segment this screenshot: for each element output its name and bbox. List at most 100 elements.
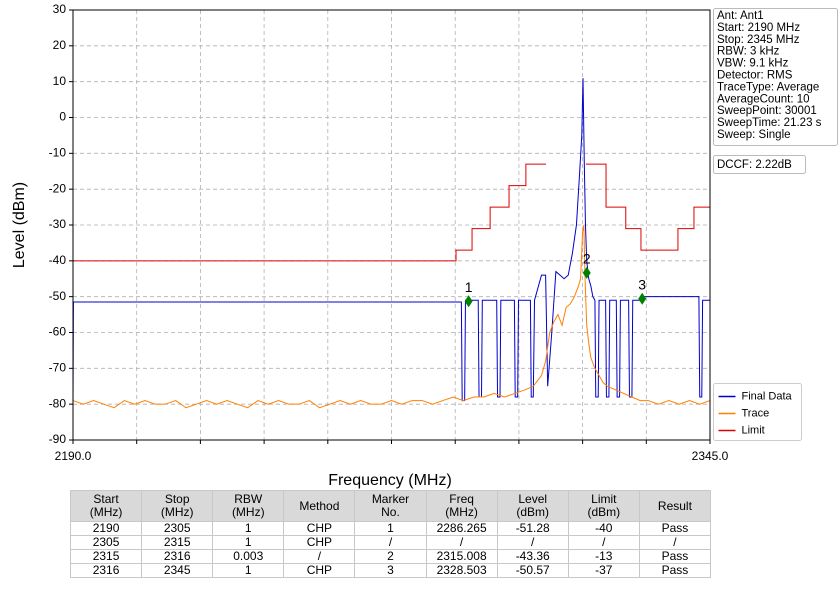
x-axis-label: Frequency (MHz)	[328, 472, 452, 489]
table-cell: -40	[567, 521, 640, 536]
y-tick-label: -70	[49, 361, 67, 375]
table-cell: CHP	[283, 535, 356, 550]
table-cell: -51.28	[496, 521, 569, 536]
chart: Frequency (MHz) Level (dBm) -90 -80 -70 -60…	[11, 2, 838, 489]
info-line: Stop: 2345 MHz	[717, 34, 800, 46]
table-cell: 2	[354, 549, 427, 564]
header-cell: Level (dBm)	[496, 490, 569, 522]
dccf-text: DCCF: 2.22dB	[717, 159, 792, 171]
info-line: AverageCount: 10	[717, 93, 810, 105]
table-cell: 2315	[141, 535, 214, 550]
header-text: RBW	[234, 492, 263, 506]
header-text: (MHz)	[160, 505, 194, 519]
table-cell: -50.57	[496, 563, 569, 578]
table-cell: 1	[212, 521, 285, 536]
header-text: (dBm)	[587, 505, 621, 519]
header-text: Start	[93, 492, 119, 506]
table-cell: -37	[567, 563, 640, 578]
header-text: Method	[299, 498, 340, 513]
info-line: Sweep: Single	[717, 129, 791, 141]
header-text: (MHz)	[231, 505, 265, 519]
table-cell: 0.003	[212, 549, 285, 564]
y-tick-label: 20	[53, 38, 67, 52]
table-cell: Pass	[638, 563, 712, 578]
header-row: Start (MHz) Stop (MHz) RBW (MHz) Method Marker N…	[69, 490, 712, 522]
y-tick-label: -90	[49, 432, 67, 446]
series-line	[585, 163, 710, 251]
header-text: No.	[381, 505, 400, 519]
table-cell: 2328.503	[425, 563, 498, 578]
table-row: 2316 2345 1 CHP 3 2328.503 -50.57 -37 Pass	[69, 563, 712, 578]
table-cell: /	[425, 535, 498, 550]
info-line: TraceType: Average	[717, 81, 819, 93]
marker	[582, 266, 591, 279]
table-cell: 2286.265	[425, 521, 498, 536]
dccf-box	[713, 155, 806, 174]
table-cell: 2315	[69, 549, 143, 564]
marker-label: 1	[465, 279, 473, 295]
header-text: Level	[518, 492, 548, 506]
table-cell: /	[354, 535, 427, 550]
header-cell: RBW (MHz)	[212, 490, 285, 522]
header-cell: Freq (MHz)	[425, 490, 498, 522]
header-text: Limit	[591, 492, 617, 506]
header-text: (MHz)	[89, 505, 123, 519]
y-tick-label: -60	[49, 325, 67, 339]
header-text: Marker	[371, 492, 410, 506]
series-line	[72, 78, 710, 405]
table-row: 2305 2315 1 CHP / / / / /	[69, 535, 712, 550]
header-text: (MHz)	[445, 505, 478, 519]
table-cell: 2190	[69, 521, 143, 536]
header-text: (dBm)	[516, 505, 550, 519]
table-cell: -43.36	[496, 549, 569, 564]
legend-label: Limit	[742, 424, 765, 436]
header-cell: Stop (MHz)	[141, 490, 214, 522]
y-tick-label: 10	[53, 74, 67, 88]
info-line: Detector: RMS	[717, 70, 793, 82]
table-cell: CHP	[283, 521, 356, 536]
header-cell: Marker No.	[354, 490, 427, 522]
table-cell: 2305	[69, 535, 143, 550]
table-cell: -13	[567, 549, 640, 564]
table-cell: /	[567, 535, 640, 550]
y-tick-label: -50	[49, 289, 67, 303]
series-line	[73, 163, 547, 262]
y-tick-label: 30	[53, 2, 67, 16]
table-cell: 1	[212, 563, 285, 578]
table-cell: /	[496, 535, 569, 550]
table-cell: Pass	[638, 549, 712, 564]
table-cell: Pass	[638, 521, 712, 536]
table-cell: 2345	[141, 563, 214, 578]
legend-label: Trace	[742, 407, 770, 419]
result-table: Start (MHz) Stop (MHz) RBW (MHz) Method Marker N…	[69, 490, 712, 578]
table-cell: CHP	[283, 563, 356, 578]
y-tick-label: 0	[59, 110, 66, 124]
header-text: Freq	[449, 492, 474, 506]
x-tick-label: 2345.0	[692, 449, 729, 463]
y-axis-label: Level (dBm)	[11, 182, 28, 268]
table-cell: 1	[354, 521, 427, 536]
info-line: SweepTime: 21.23 s	[717, 117, 822, 129]
legend-label: Final Data	[742, 390, 793, 402]
info-line: Ant: Ant1	[717, 10, 764, 22]
header-cell: Start (MHz)	[69, 490, 143, 522]
marker	[638, 292, 647, 305]
header-cell: Result	[638, 490, 712, 522]
info-line: VBW: 9.1 kHz	[717, 58, 789, 70]
table-cell: /	[283, 549, 356, 564]
table-row: 2190 2305 1 CHP 1 2286.265 -51.28 -40 Pass	[69, 521, 712, 536]
plot-frame	[72, 9, 711, 441]
x-tick-label: 2190.0	[55, 449, 92, 463]
header-cell: Method	[283, 490, 356, 522]
legend-box	[713, 383, 802, 441]
info-line: Start: 2190 MHz	[717, 22, 800, 34]
table-cell: /	[638, 535, 712, 550]
table-cell: 2305	[141, 521, 214, 536]
header-cell: Limit (dBm)	[567, 490, 640, 522]
table-cell: 3	[354, 563, 427, 578]
table-cell: 2316	[69, 563, 143, 578]
table-row: 2315 2316 0.003/2 2315.008 -43.36 -13 Pass	[69, 549, 712, 564]
y-tick-label: -40	[49, 253, 67, 267]
y-tick-label: -30	[49, 217, 67, 231]
